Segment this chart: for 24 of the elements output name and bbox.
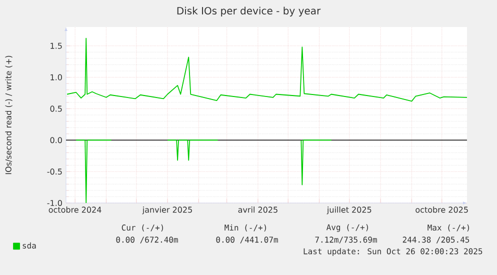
x-tick-label: juillet 2025 <box>326 206 372 214</box>
chart-title: Disk IOs per device - by year <box>177 6 321 16</box>
x-tick-label: octobre 2025 <box>416 206 468 213</box>
y-tick-label: -1.0 <box>47 200 62 206</box>
y-axis-title: IOs/second read (-) / write (+) <box>5 56 12 174</box>
x-tick-label: avril 2025 <box>238 206 278 213</box>
y-tick-label: 0.0 <box>50 137 62 144</box>
legend-label: sda <box>22 242 36 249</box>
text: 0.00 /672.40m <box>116 236 178 244</box>
text: 0.00 /441.07m <box>216 236 278 244</box>
y-tick-label: 1.0 <box>50 74 62 80</box>
y-tick-label: 0.5 <box>50 106 62 112</box>
x-tick-label: janvier 2025 <box>142 206 192 214</box>
line-series <box>66 38 467 102</box>
x-tick-label: octobre 2024 <box>48 206 102 213</box>
y-tick-label: -0.5 <box>47 168 62 175</box>
text: Cur (-/+) <box>122 224 164 232</box>
text: Max (-/+) <box>428 224 470 232</box>
text: 7.12m/735.69m <box>315 236 377 244</box>
y-tick-label: 1.5 <box>50 42 62 49</box>
text: Min (-/+) <box>224 224 266 232</box>
text: Avg (-/+) <box>326 224 368 232</box>
text: 244.38 /205.45 <box>402 236 470 244</box>
text: Last update: Sun Oct 26 02:00:23 2025 <box>304 248 482 256</box>
